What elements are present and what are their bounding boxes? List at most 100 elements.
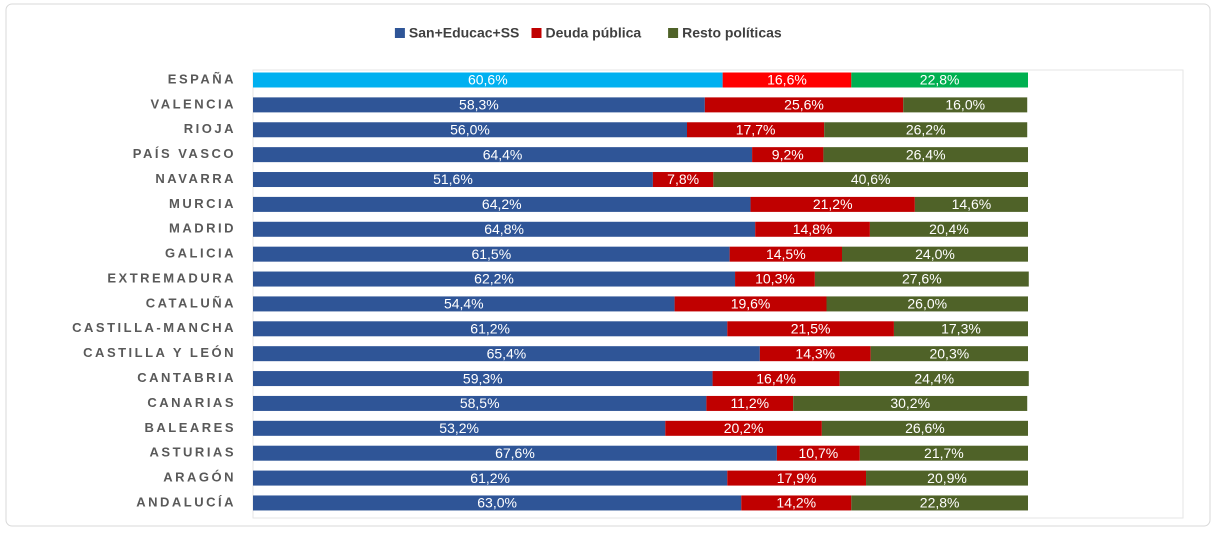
value-label: 14,2% [776,495,816,511]
bar-segment [752,147,824,163]
category-label: CANTABRIA [137,370,236,385]
bar-segment [253,395,707,411]
bar-segment [727,321,894,337]
category-label: CANARIAS [147,395,236,410]
legend-swatch [394,28,405,38]
value-label: 17,3% [941,321,981,337]
value-label: 24,0% [915,246,955,262]
value-label: 21,5% [791,321,831,337]
bar-segment [253,246,730,262]
bar-segment [823,147,1028,163]
value-label: 54,4% [444,296,484,312]
value-label: 64,8% [484,221,524,237]
value-label: 21,7% [924,445,964,461]
value-label: 11,2% [730,395,769,411]
value-label: 53,2% [439,420,479,436]
value-label: 27,6% [902,271,942,287]
bar-segment [842,246,1028,262]
bar-segment [869,221,1028,237]
value-label: 24,4% [914,370,954,386]
bar-segment [665,420,822,436]
value-label: 51,6% [433,171,473,187]
value-label: 62,2% [474,271,514,287]
value-label: 14,5% [766,246,806,262]
bar-segment [253,445,777,461]
value-label: 63,0% [477,495,517,511]
value-label: 65,4% [487,345,527,361]
bar-segment [729,246,842,262]
bar-segment [903,97,1028,113]
bar-segment [253,296,675,312]
legend-label: Resto políticas [682,25,782,41]
legend-label: Deuda pública [546,25,642,41]
bar-segment [914,196,1028,212]
value-label: 20,9% [927,470,967,486]
value-label: 10,3% [755,271,795,287]
bar-segment [735,271,815,287]
bar-segment [755,221,870,237]
value-label: 25,6% [784,97,824,113]
bar-segment [870,346,1028,362]
bar-segment [253,122,687,138]
value-label: 59,3% [463,370,503,386]
category-label: VALENCIA [151,96,236,111]
bar-segment [776,445,860,461]
bar-segment [893,321,1028,337]
bar-segment [652,172,714,188]
category-label: MADRID [169,221,236,236]
value-label: 20,2% [724,420,764,436]
category-label: ARAGÓN [163,470,236,485]
bar-segment [866,470,1028,486]
bar-segment [253,470,728,486]
plot-area [252,69,1184,519]
value-label: 58,3% [459,97,499,113]
value-label: 30,2% [890,395,930,411]
value-label: 16,0% [945,97,985,113]
bar-segment [253,196,751,212]
bar-segment [253,371,713,387]
bar-segment [253,147,753,163]
category-label: CASTILLA-MANCHA [72,320,236,335]
category-label: GALICIA [165,246,236,261]
value-label: 10,7% [799,445,839,461]
value-label: 56,0% [450,121,490,137]
category-label: ESPAÑA [168,71,236,86]
value-label: 67,6% [495,445,535,461]
legend-swatch [531,28,542,38]
value-label: 58,5% [460,395,500,411]
legend-swatch [668,28,679,38]
value-label: 14,6% [952,196,992,212]
value-label: 14,8% [793,221,833,237]
bar-segment [253,97,705,113]
bar-segment [814,271,1029,287]
bar-segment [253,495,742,511]
value-label: 16,4% [756,370,796,386]
value-label: 19,6% [731,296,771,312]
bar-segment [253,346,760,362]
bar-segment [826,296,1028,312]
value-label: 26,0% [907,296,947,312]
bar-segment [727,470,867,486]
bar-segment [674,296,827,312]
value-label: 17,9% [777,470,817,486]
value-label: 61,2% [470,470,510,486]
category-label: CASTILLA Y LEÓN [83,345,236,360]
bar-segment [687,122,825,138]
value-label: 61,2% [470,321,510,337]
bar-segment [851,495,1028,511]
bar-segment [851,72,1028,88]
category-label: ANDALUCÍA [136,494,236,509]
bar-segment [793,395,1028,411]
category-label: PAÍS VASCO [133,146,236,161]
bar-segment [859,445,1028,461]
bar-segment [741,495,852,511]
bar-segment [821,420,1028,436]
bar-segment [713,172,1028,188]
bar-segment [712,371,840,387]
value-label: 21,2% [813,196,853,212]
category-label: CATALUÑA [146,295,236,310]
bar-segment [750,196,915,212]
category-label: EXTREMADURA [107,270,236,285]
value-label: 9,2% [772,146,804,162]
